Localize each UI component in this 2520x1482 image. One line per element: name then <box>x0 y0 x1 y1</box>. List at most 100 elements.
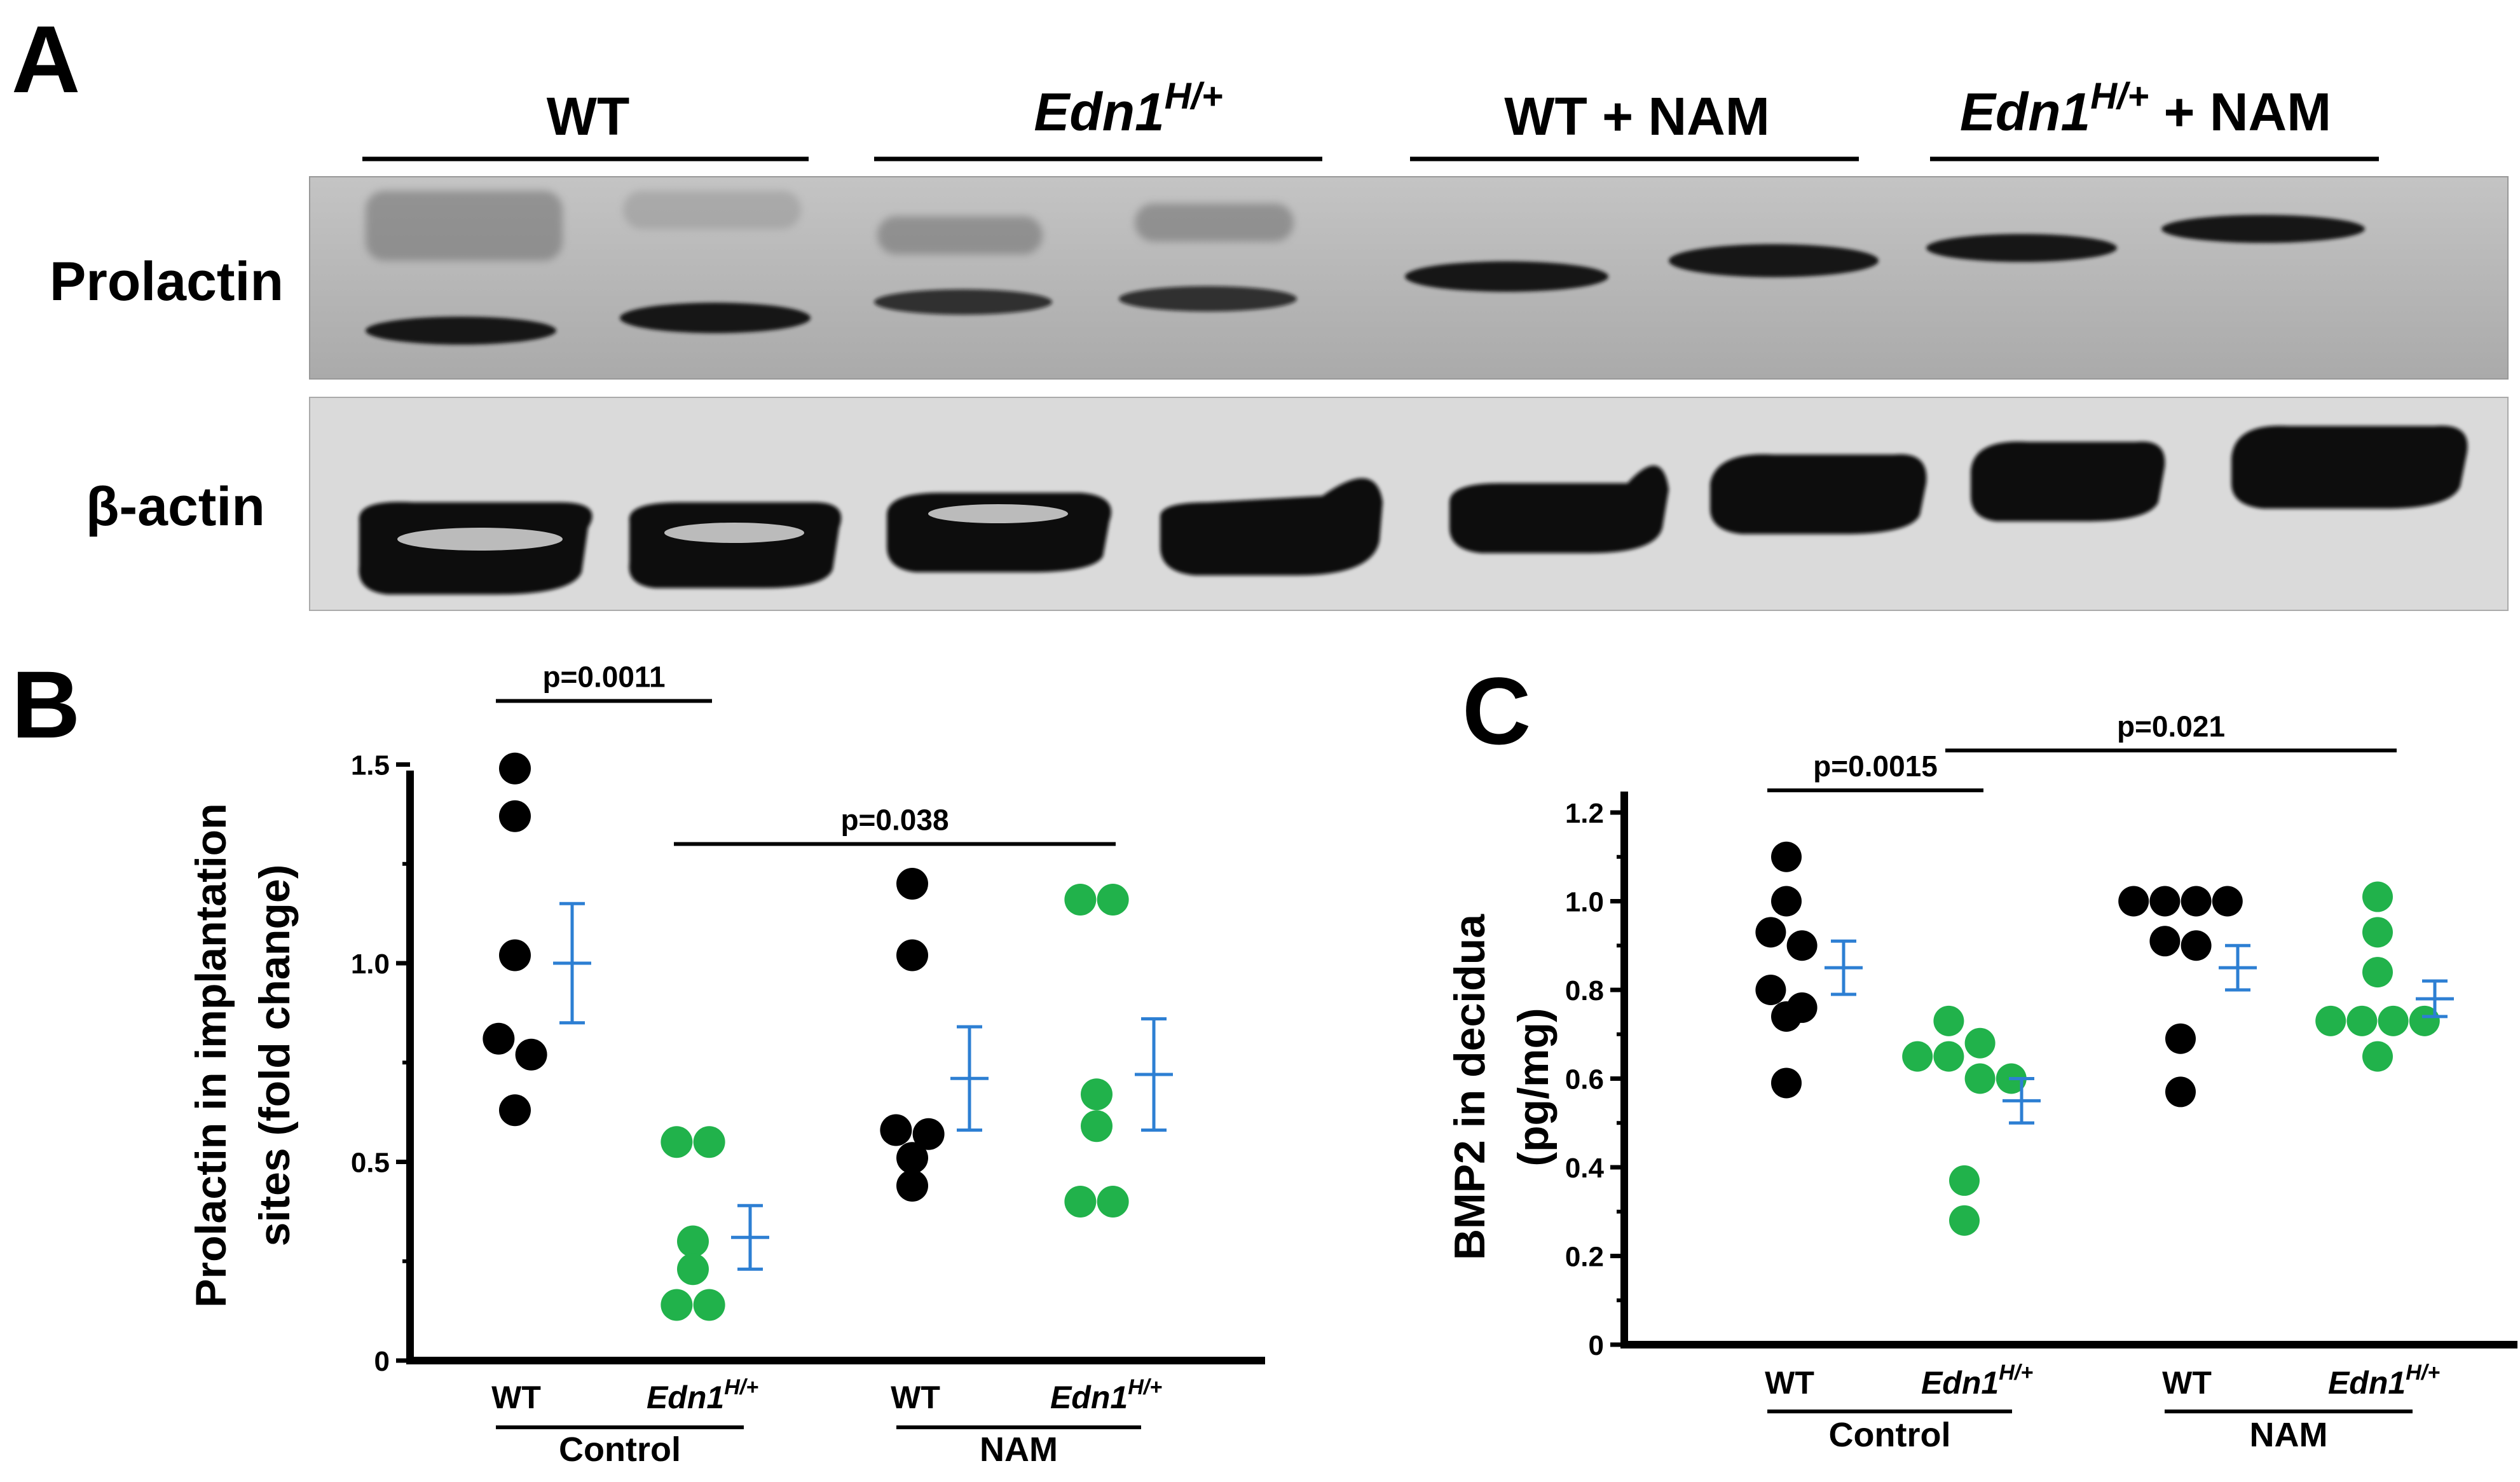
data-point <box>2362 1041 2393 1072</box>
x-category-label: WT <box>891 1380 940 1415</box>
data-point <box>661 1126 693 1158</box>
blot-group-label-edn1-nam: Edn1H/+ + NAM <box>1960 76 2331 142</box>
x-category-label: WT <box>1765 1365 1814 1401</box>
prolactin-blot <box>309 176 2509 380</box>
data-point <box>1097 884 1129 916</box>
x-group-label: NAM <box>2250 1416 2328 1454</box>
prolactin-band <box>874 289 1052 315</box>
data-point <box>661 1289 693 1321</box>
beta-actin-band <box>1710 454 1927 534</box>
beta-actin-band <box>1971 441 2165 521</box>
data-point <box>896 868 928 900</box>
data-point <box>912 1118 945 1150</box>
data-point <box>677 1253 709 1286</box>
prolactin-band <box>2161 215 2365 243</box>
data-point <box>2118 886 2149 917</box>
y-tick-label: 1.2 <box>1565 798 1604 829</box>
beta-actin-band <box>2231 425 2468 509</box>
panel-b-letter: B <box>11 651 80 758</box>
data-point <box>1097 1186 1129 1218</box>
data-point <box>2165 1076 2196 1108</box>
beta-actin-blot <box>309 397 2509 611</box>
beta-actin-band <box>1449 465 1669 553</box>
beta-actin-band <box>629 502 842 588</box>
data-point <box>1771 886 1802 917</box>
panel-c-y-axis-label-line2: (pg/mg) <box>1509 1008 1558 1166</box>
data-point <box>1755 975 1786 1005</box>
data-point <box>2149 886 2181 917</box>
data-point <box>499 752 531 785</box>
data-point <box>1064 884 1097 916</box>
data-point <box>1949 1165 1980 1196</box>
y-tick-label: 1.5 <box>351 750 390 781</box>
p-value-label: p=0.0011 <box>542 661 665 694</box>
x-category-label: Edn1H/+ <box>1050 1375 1162 1415</box>
blot-row-label-prolactin: Prolactin <box>50 251 284 312</box>
data-point <box>693 1126 725 1158</box>
data-point <box>1964 1063 1996 1094</box>
data-point <box>1949 1205 1980 1236</box>
blot-row-label-beta-actin: β-actin <box>86 476 265 537</box>
data-point <box>499 800 531 832</box>
data-point <box>1771 1001 1802 1032</box>
data-point <box>1964 1027 1996 1059</box>
data-point <box>2362 917 2393 948</box>
data-point <box>483 1022 515 1055</box>
prolactin-band <box>1669 244 1879 277</box>
data-point <box>693 1289 725 1321</box>
x-group-label: Control <box>559 1431 681 1469</box>
data-point <box>1771 1067 1802 1099</box>
data-point <box>515 1038 547 1071</box>
x-group-label: Control <box>1829 1416 1951 1454</box>
x-category-label: WT <box>2162 1365 2212 1401</box>
data-point <box>2409 1005 2440 1036</box>
data-point <box>1755 917 1786 948</box>
beta-actin-band <box>1160 478 1383 575</box>
data-point <box>1064 1186 1097 1218</box>
data-point <box>1771 841 1802 872</box>
data-point <box>2362 957 2393 988</box>
prolactin-band <box>1405 261 1608 292</box>
y-tick-label: 0.4 <box>1565 1153 1605 1184</box>
x-category-label: WT <box>491 1380 541 1415</box>
x-group-label: NAM <box>980 1431 1058 1469</box>
data-point <box>896 1142 928 1174</box>
data-point <box>2181 930 2212 961</box>
y-tick-label: 0 <box>374 1346 390 1377</box>
data-point <box>2149 926 2181 957</box>
prolactin-band <box>620 303 811 333</box>
data-point <box>1933 1041 1964 1072</box>
data-point <box>1081 1110 1113 1142</box>
data-point <box>896 1170 928 1202</box>
y-tick-label: 1.0 <box>351 949 390 980</box>
prolactin-band <box>1119 286 1297 312</box>
data-point <box>1081 1078 1113 1111</box>
panel-c-y-axis-label-line1: BMP2 in decidua <box>1446 914 1494 1260</box>
x-category-label: Edn1H/+ <box>647 1375 758 1415</box>
data-point <box>2165 1023 2196 1054</box>
data-point <box>2362 881 2393 912</box>
data-point <box>1933 1005 1964 1036</box>
y-tick-label: 0.2 <box>1565 1242 1604 1273</box>
data-point <box>677 1225 709 1258</box>
blot-group-label-wt-nam: WT + NAM <box>1504 86 1770 146</box>
p-value-label: p=0.0015 <box>1813 750 1938 783</box>
data-point <box>2346 1005 2378 1036</box>
panel-a-letter: A <box>11 6 80 113</box>
blot-group-label-wt: WT <box>547 86 630 146</box>
data-point <box>880 1114 912 1146</box>
y-tick-label: 0.6 <box>1565 1064 1604 1095</box>
data-point <box>499 939 531 971</box>
x-category-label: Edn1H/+ <box>2328 1361 2440 1401</box>
prolactin-band <box>366 317 556 345</box>
data-point <box>2378 1005 2409 1036</box>
p-value-label: p=0.038 <box>840 804 948 837</box>
panel-c-plot: 0 0.2 0.4 0.6 0.8 1.0 1.2 WT Edn1H/+ WT Edn1H/+ Con… <box>1565 710 2517 1454</box>
x-category-label: Edn1H/+ <box>1921 1361 2033 1401</box>
panel-c-letter: C <box>1462 657 1531 764</box>
y-tick-label: 0 <box>1589 1330 1604 1361</box>
prolactin-band <box>1926 234 2117 262</box>
data-point <box>499 1094 531 1127</box>
p-value-label: p=0.021 <box>2117 710 2225 743</box>
